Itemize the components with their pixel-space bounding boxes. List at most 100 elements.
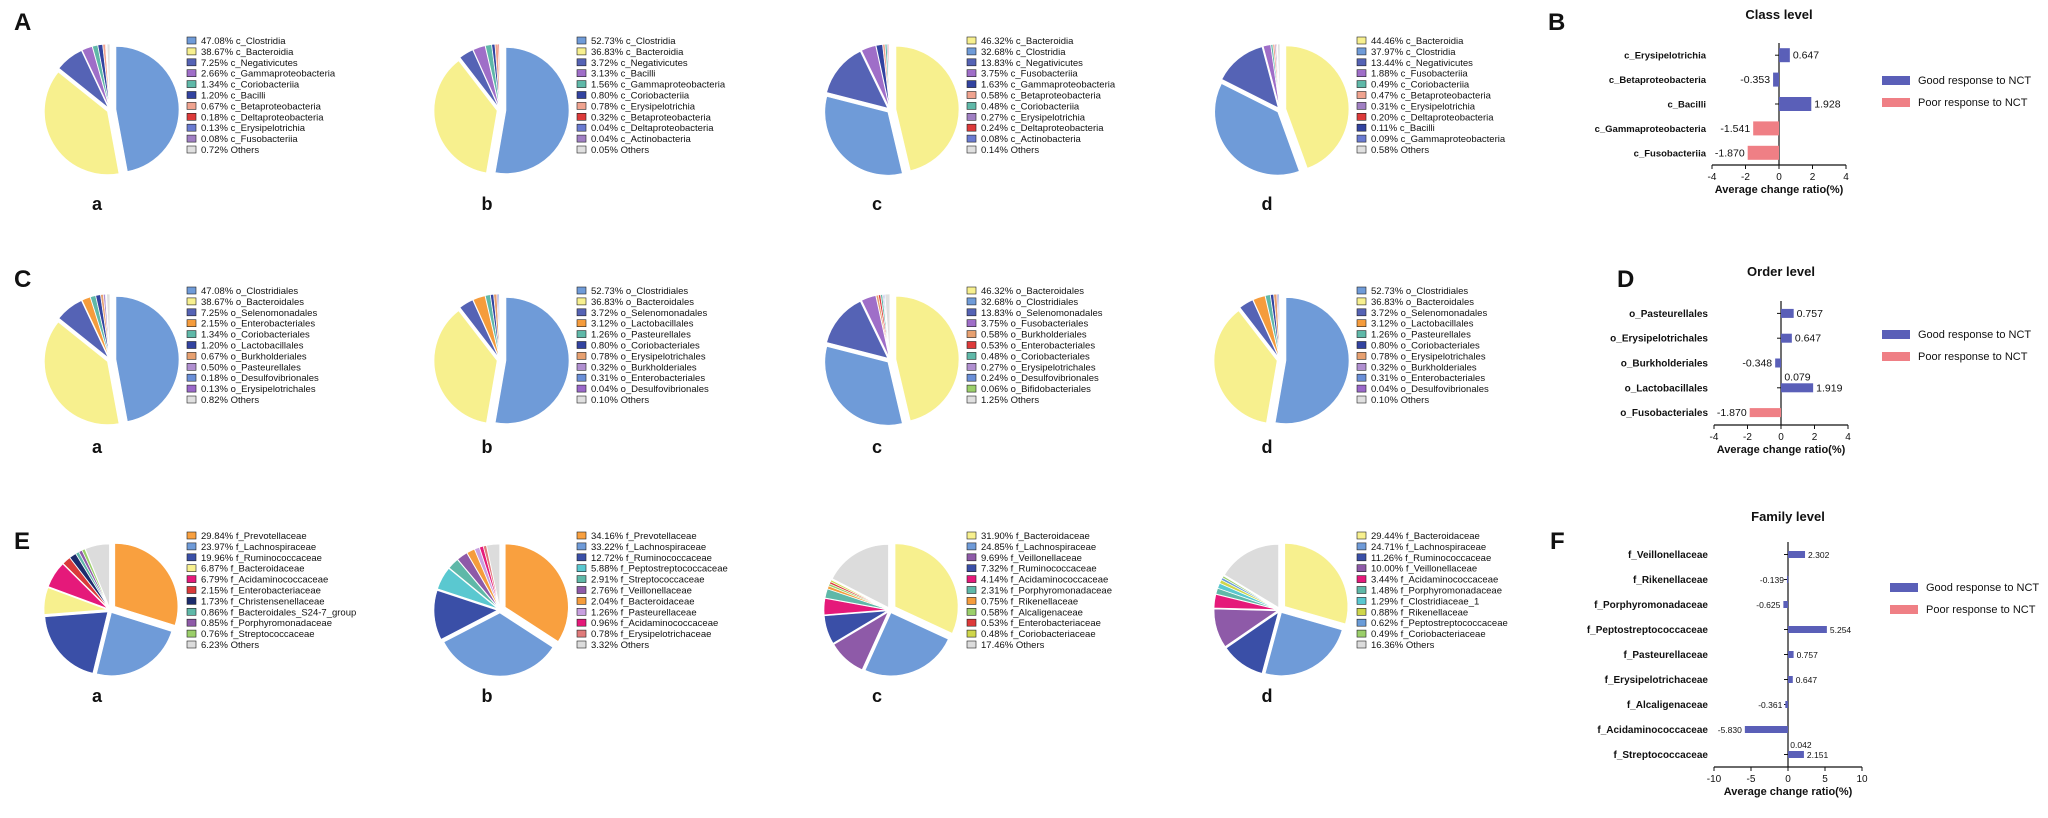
legend-swatch-c-c-5 xyxy=(967,342,976,349)
pie-slice-a-a-0 xyxy=(116,46,179,171)
legend-swatch-c-d-9 xyxy=(1357,385,1366,392)
panel-letter-c: C xyxy=(14,266,31,293)
legend-swatch-c-b-1 xyxy=(577,298,586,305)
legend-swatch-a-b-2 xyxy=(577,59,586,66)
legend-swatch-c-d-10 xyxy=(1357,396,1366,403)
b-category-label-0: c_Erysipelotrichia xyxy=(1624,51,1707,62)
legend-swatch-a-d-10 xyxy=(1357,146,1366,153)
legend-swatch-a-d-6 xyxy=(1357,102,1366,109)
pie-slice-e-a-2 xyxy=(45,612,108,673)
d-legend-poor: Poor response to NCT xyxy=(1918,351,2028,363)
pie-slice-e-d-0 xyxy=(1285,543,1348,623)
legend-swatch-e-d-5 xyxy=(1357,587,1366,594)
panel-letter-d: D xyxy=(1617,266,1634,293)
legend-entry-c-a-7: 0.50% o_Pasteurellales xyxy=(201,362,301,373)
legend-entry-e-d-0: 29.44% f_Bacteroidaceae xyxy=(1371,531,1480,542)
legend-swatch-e-b-10 xyxy=(577,641,586,648)
d-category-label-0: o_Pasteurellales xyxy=(1629,309,1708,320)
legend-entry-e-c-8: 0.53% f_Enterobacteriaceae xyxy=(981,618,1101,629)
d-category-label-4: o_Fusobacteriales xyxy=(1620,408,1708,419)
legend-entry-e-b-7: 1.26% f_Pasteurellaceae xyxy=(591,607,697,618)
legend-swatch-a-d-0 xyxy=(1357,37,1366,44)
d-x-axis-label: Average change ratio(%) xyxy=(1717,444,1846,456)
legend-swatch-a-b-10 xyxy=(577,146,586,153)
legend-swatch-e-b-1 xyxy=(577,543,586,550)
legend-swatch-c-a-2 xyxy=(187,309,196,316)
b-x-tick-label-1: -2 xyxy=(1741,172,1750,183)
f-value-label-2: -0.625 xyxy=(1756,600,1780,610)
legend-swatch-e-b-3 xyxy=(577,565,586,572)
legend-swatch-e-d-4 xyxy=(1357,576,1366,583)
sample-label-c-b: b xyxy=(482,437,493,457)
legend-swatch-e-a-5 xyxy=(187,587,196,594)
d-x-tick-label-2: 0 xyxy=(1778,432,1784,443)
legend-entry-a-a-7: 0.18% c_Deltaproteobacteria xyxy=(201,112,324,123)
legend-swatch-e-a-10 xyxy=(187,641,196,648)
b-value-label-0: 0.647 xyxy=(1793,50,1819,62)
panel-letter-f: F xyxy=(1550,528,1565,555)
legend-entry-e-a-4: 6.79% f_Acidaminococcaceae xyxy=(201,575,328,586)
f-x-tick-label-1: -5 xyxy=(1747,774,1756,785)
legend-entry-e-d-4: 3.44% f_Acidaminococcaceae xyxy=(1371,575,1498,586)
legend-entry-a-d-7: 0.20% c_Deltaproteobacteria xyxy=(1371,112,1494,123)
legend-swatch-a-c-4 xyxy=(967,81,976,88)
legend-swatch-c-b-6 xyxy=(577,352,586,359)
pie-slice-e-d-1 xyxy=(1265,613,1342,676)
legend-swatch-e-c-1 xyxy=(967,543,976,550)
b-x-tick-label-2: 0 xyxy=(1776,172,1782,183)
legend-swatch-c-c-0 xyxy=(967,287,976,294)
b-legend-swatch-good xyxy=(1882,76,1910,85)
pie-slice-a-d-0 xyxy=(1286,46,1349,168)
legend-entry-a-c-8: 0.24% c_Deltaproteobacteria xyxy=(981,123,1104,134)
f-value-label-1: -0.139 xyxy=(1760,575,1784,585)
legend-swatch-c-d-6 xyxy=(1357,352,1366,359)
legend-entry-c-b-8: 0.31% o_Enterobacteriales xyxy=(591,373,705,384)
legend-swatch-e-a-7 xyxy=(187,608,196,615)
legend-entry-a-a-5: 1.20% c_Bacilli xyxy=(201,91,265,102)
legend-swatch-e-b-4 xyxy=(577,576,586,583)
legend-entry-e-d-9: 0.49% f_Coriobacteriaceae xyxy=(1371,629,1486,640)
legend-swatch-a-c-5 xyxy=(967,92,976,99)
legend-swatch-c-c-2 xyxy=(967,309,976,316)
legend-entry-c-d-2: 3.72% o_Selenomonadales xyxy=(1371,308,1487,319)
b-x-tick-label-0: -4 xyxy=(1708,172,1717,183)
f-bar-3 xyxy=(1788,626,1827,633)
legend-entry-c-a-4: 1.34% o_Coriobacteriales xyxy=(201,330,310,341)
b-category-label-3: c_Gammaproteobacteria xyxy=(1595,124,1707,135)
pie-slice-c-c-1 xyxy=(825,346,902,425)
legend-entry-a-c-7: 0.27% c_Erysipelotrichia xyxy=(981,112,1086,123)
sample-label-a-b: b xyxy=(482,194,493,214)
legend-swatch-e-d-10 xyxy=(1357,641,1366,648)
legend-swatch-e-d-6 xyxy=(1357,597,1366,604)
legend-swatch-e-a-0 xyxy=(187,532,196,539)
sample-label-e-b: b xyxy=(482,686,493,706)
legend-swatch-a-a-3 xyxy=(187,70,196,77)
b-bar-2 xyxy=(1779,97,1811,111)
f-value-label-8: 2.151 xyxy=(1807,750,1829,760)
legend-swatch-e-b-5 xyxy=(577,587,586,594)
legend-swatch-e-d-1 xyxy=(1357,543,1366,550)
legend-entry-c-d-4: 1.26% o_Pasteurellales xyxy=(1371,330,1471,341)
legend-entry-e-d-8: 0.62% f_Peptostreptococcaceae xyxy=(1371,618,1508,629)
legend-entry-c-a-9: 0.13% o_Erysipelotrichales xyxy=(201,384,316,395)
legend-swatch-c-a-3 xyxy=(187,320,196,327)
legend-entry-c-c-3: 3.75% o_Fusobacteriales xyxy=(981,319,1088,330)
f-bar-7 xyxy=(1745,726,1788,733)
legend-entry-e-a-9: 0.76% f_Streptococcaceae xyxy=(201,629,315,640)
legend-entry-c-d-9: 0.04% o_Desulfovibrionales xyxy=(1371,384,1489,395)
f-legend-swatch-good xyxy=(1890,583,1918,592)
legend-swatch-a-b-4 xyxy=(577,81,586,88)
legend-swatch-a-b-5 xyxy=(577,92,586,99)
pie-slice-a-c-0 xyxy=(896,46,959,170)
legend-entry-a-d-5: 0.47% c_Betaproteobacteria xyxy=(1371,91,1492,102)
legend-swatch-a-d-1 xyxy=(1357,48,1366,55)
b-bar-1 xyxy=(1773,73,1779,87)
d-x-tick-label-3: 2 xyxy=(1812,432,1818,443)
legend-swatch-c-a-9 xyxy=(187,385,196,392)
legend-swatch-a-a-7 xyxy=(187,113,196,120)
panel-letter-a: A xyxy=(14,9,31,36)
legend-swatch-a-a-8 xyxy=(187,124,196,131)
legend-swatch-a-b-8 xyxy=(577,124,586,131)
legend-entry-e-c-9: 0.48% f_Coriobacteriaceae xyxy=(981,629,1096,640)
